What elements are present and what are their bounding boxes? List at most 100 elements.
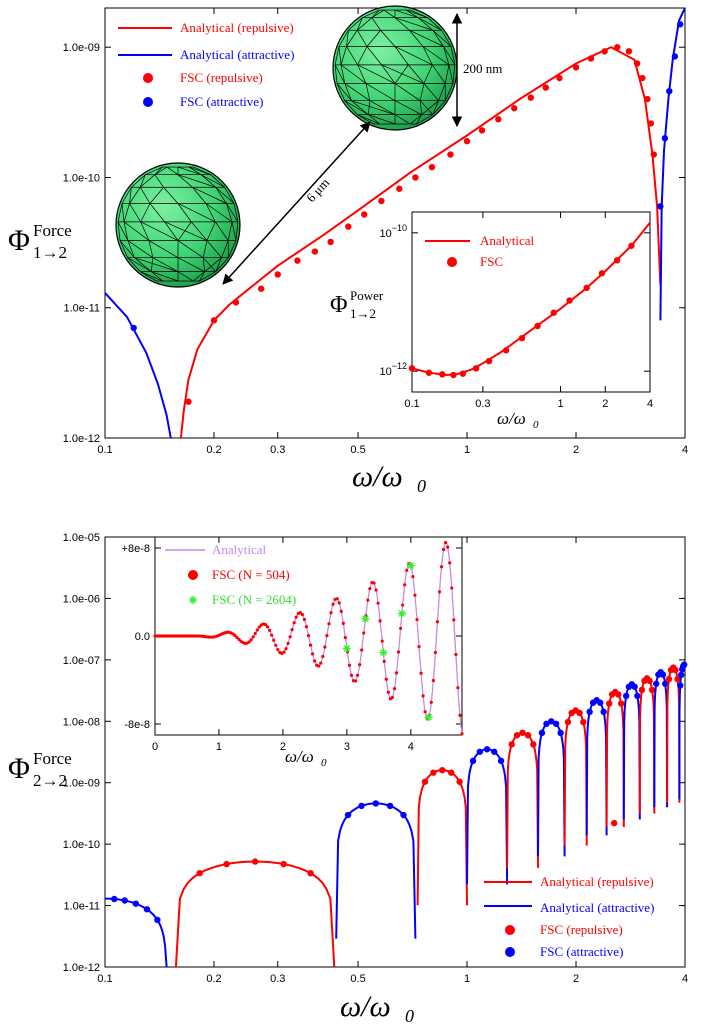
data-point <box>622 692 630 700</box>
legend-dot-repulsive <box>143 73 153 83</box>
lobe-line <box>416 769 468 906</box>
data-point <box>665 675 673 683</box>
inset-legend-analytical: Analytical <box>480 233 535 248</box>
data-point <box>232 299 240 306</box>
data-point <box>580 718 587 726</box>
data-point <box>680 661 688 668</box>
fsc-point <box>308 643 313 647</box>
x-tick-label: 0.1 <box>97 973 112 985</box>
fsc-point <box>460 732 464 736</box>
fsc-point <box>341 621 345 625</box>
fsc-point <box>419 671 423 675</box>
data-point <box>251 858 259 865</box>
data-point <box>294 257 301 264</box>
data-point <box>606 700 613 707</box>
fsc-point <box>253 631 257 636</box>
y-tick-label: 1.0e-12 <box>63 433 100 445</box>
svg-text:ω/ω: ω/ω <box>352 460 403 493</box>
data-point <box>508 741 515 748</box>
y-tick-label: 1.0e-05 <box>63 532 100 544</box>
data-point <box>485 357 493 365</box>
fsc-point <box>337 601 341 605</box>
x-tick-label: 0.1 <box>404 398 419 410</box>
fsc-point <box>444 541 448 545</box>
svg-text:0: 0 <box>417 476 426 496</box>
data-point <box>345 223 352 230</box>
fsc-point <box>325 634 329 638</box>
fsc-point <box>292 621 296 625</box>
fsc-point <box>319 661 323 665</box>
top-panel: 0.1 0.2 0.3 0.5 1 2 4 1.0e-12 1.0e-11 1.0e-10 1.0e… <box>8 5 688 496</box>
data-point <box>600 708 607 716</box>
x-tick-label: 1 <box>216 741 222 753</box>
fsc-point <box>413 593 417 597</box>
data-point <box>647 120 655 127</box>
fsc-point <box>349 673 354 677</box>
data-point <box>400 811 407 819</box>
fsc-point <box>353 679 358 683</box>
data-point <box>502 347 510 354</box>
fsc-point <box>380 639 384 643</box>
svg-text:0: 0 <box>321 757 327 769</box>
data-point <box>327 238 334 246</box>
fsc-point <box>390 695 395 700</box>
svg-text:1→2: 1→2 <box>33 243 67 262</box>
data-point <box>450 371 457 379</box>
fsc-point <box>276 647 280 652</box>
fsc-point <box>321 654 325 659</box>
fsc-point <box>429 700 433 704</box>
data-point <box>274 271 281 278</box>
lobe-line <box>174 860 336 968</box>
fsc-point <box>339 609 343 613</box>
bottom-panel: 0.1 0.2 0.3 0.5 1 2 4 1.0e-12 1.0e-11 1.0e-10 1.0e… <box>8 532 688 1026</box>
fsc-point <box>384 677 388 681</box>
data-point <box>527 94 534 101</box>
data-point <box>132 900 140 907</box>
y-tick-label: 1.0e-11 <box>64 901 101 913</box>
legend-analytical-repulsive: Analytical (repulsive) <box>180 20 294 35</box>
svg-text:ω/ω: ω/ω <box>340 990 391 1023</box>
bottom-inset: 0 1 2 3 4 +8e-8 0.0 -8e-8 Analytical FSC (N = 5… <box>122 536 464 769</box>
fsc-point <box>378 619 382 623</box>
y-tick-label: 1.0e-10 <box>63 839 100 851</box>
fsc-point <box>284 647 288 651</box>
data-point <box>666 87 673 95</box>
inset-ylabel: Φ Power 1→2 <box>330 288 384 321</box>
data-point <box>361 211 368 218</box>
fsc-point <box>360 648 364 652</box>
data-point <box>550 309 557 316</box>
bottom-legend: Analytical (repulsive) Analytical (attra… <box>484 874 654 959</box>
data-point <box>557 729 564 737</box>
data-point <box>518 334 526 342</box>
fsc-point <box>366 598 370 602</box>
fsc-point <box>270 633 274 637</box>
x-tick-label: 0.5 <box>350 973 365 985</box>
x-tick-label: 0.3 <box>475 398 490 410</box>
inset-legend-analytical: Analytical <box>212 542 267 557</box>
fsc-point <box>356 673 360 678</box>
svg-text:ω/ω: ω/ω <box>285 747 314 766</box>
x-tick-label: 4 <box>682 973 688 985</box>
fsc-2604-point <box>397 609 406 618</box>
fsc-point <box>323 645 327 649</box>
lobe-line <box>638 677 656 814</box>
data-point <box>469 757 477 765</box>
y-tick-label: 1.0e-08 <box>63 716 100 728</box>
data-point <box>671 53 679 60</box>
lobe-line <box>563 709 588 846</box>
inset-xlabel: ω/ω 0 <box>285 747 327 769</box>
lobe-line <box>605 691 625 828</box>
lobe-line <box>105 897 168 968</box>
fsc-point <box>439 565 444 569</box>
svg-text:0: 0 <box>533 419 539 431</box>
fsc-point <box>454 652 458 657</box>
x-tick-label: 4 <box>647 398 653 410</box>
data-point <box>576 709 583 717</box>
data-point <box>439 371 446 378</box>
fsc-point <box>401 603 405 607</box>
data-point <box>644 95 651 103</box>
svg-text:1→2: 1→2 <box>350 306 376 321</box>
fsc-point <box>235 635 239 639</box>
data-point <box>430 769 437 776</box>
y-tick-label: 1.0e-12 <box>63 962 100 974</box>
